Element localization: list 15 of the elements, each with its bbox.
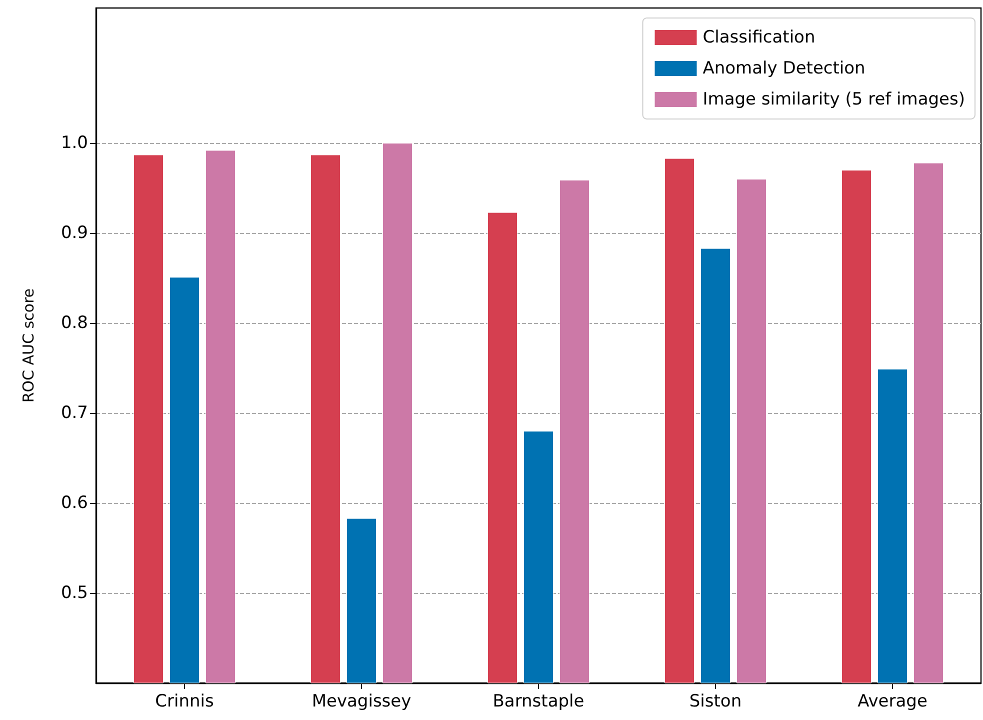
y-tick-label: 1.0 bbox=[60, 133, 88, 153]
legend-label: Classification bbox=[702, 28, 816, 48]
y-tick-label: 0.8 bbox=[60, 313, 88, 333]
legend-label: Anomaly Detection bbox=[702, 58, 866, 78]
x-tick-label: Crinnis bbox=[155, 692, 214, 712]
x-tick-label: Siston bbox=[689, 692, 742, 712]
y-tick-label: 0.5 bbox=[60, 583, 88, 603]
y-axis-title: ROC AUC score bbox=[20, 288, 38, 403]
x-tick-label: Average bbox=[858, 692, 928, 712]
y-tick-label: 0.7 bbox=[60, 403, 88, 423]
y-tick-label: 0.9 bbox=[60, 223, 88, 243]
x-tick-label: Barnstaple bbox=[492, 692, 584, 712]
x-tick-label: Mevagissey bbox=[312, 692, 412, 712]
y-tick-label: 0.6 bbox=[60, 493, 88, 513]
legend-label: Image similarity (5 ref images) bbox=[702, 90, 966, 110]
